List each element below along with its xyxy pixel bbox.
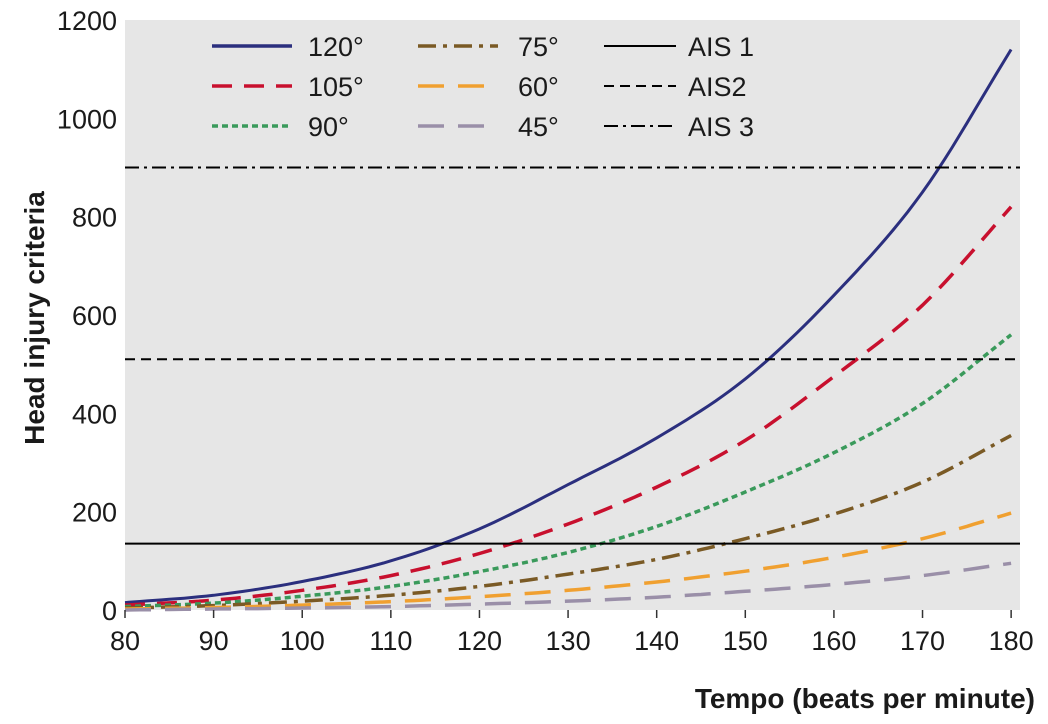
- series-lines: [124, 48, 1013, 612]
- legend-label: AIS 3: [688, 112, 754, 142]
- series-line: [124, 433, 1012, 610]
- legend-label: 45°: [518, 112, 559, 142]
- legend-label: 120°: [308, 32, 364, 62]
- axis-ticks: 80 90 100 110 120 130 140 150 160 170 180 0 200 400 60…: [57, 6, 1034, 656]
- x-tick-label: 170: [900, 626, 945, 656]
- x-axis-title: Tempo (beats per minute): [695, 683, 1035, 714]
- legend-label: AIS2: [688, 72, 747, 102]
- x-tick-label: 140: [634, 626, 679, 656]
- x-tick-label: 90: [199, 626, 229, 656]
- y-tick-label: 1000: [57, 104, 117, 134]
- series-line: [124, 561, 1012, 612]
- legend-label: 60°: [518, 72, 559, 102]
- x-tick-label: 110: [369, 626, 412, 656]
- y-tick-label: 200: [72, 498, 117, 528]
- series-line: [124, 333, 1013, 609]
- y-tick-label: 800: [72, 203, 117, 233]
- plot-area: [125, 20, 1020, 610]
- y-tick-label: 400: [72, 399, 117, 429]
- x-tick-label: 120: [457, 626, 502, 656]
- y-tick-label: 600: [72, 301, 117, 331]
- legend-label: 90°: [308, 112, 349, 142]
- legend-label: AIS 1: [688, 32, 754, 62]
- x-tick-label: 100: [280, 626, 325, 656]
- x-tick-label: 80: [110, 626, 140, 656]
- x-tick-label: 160: [811, 626, 856, 656]
- series-line: [124, 48, 1013, 605]
- y-tick-label: 0: [102, 596, 117, 626]
- y-tick-label: 1200: [57, 6, 117, 36]
- series-line: [124, 205, 1013, 607]
- legend-label: 105°: [308, 72, 364, 102]
- x-tick-label: 150: [723, 626, 768, 656]
- y-axis-title: Head injury criteria: [19, 191, 50, 445]
- legend: 120° 105° 90° 75° 60° 45° AIS 1 AIS2 AIS 3: [212, 32, 754, 142]
- reference-lines: [125, 166, 1020, 545]
- series-line: [124, 511, 1012, 611]
- x-tick-label: 130: [546, 626, 591, 656]
- x-tick-label: 180: [989, 626, 1034, 656]
- legend-label: 75°: [518, 32, 559, 62]
